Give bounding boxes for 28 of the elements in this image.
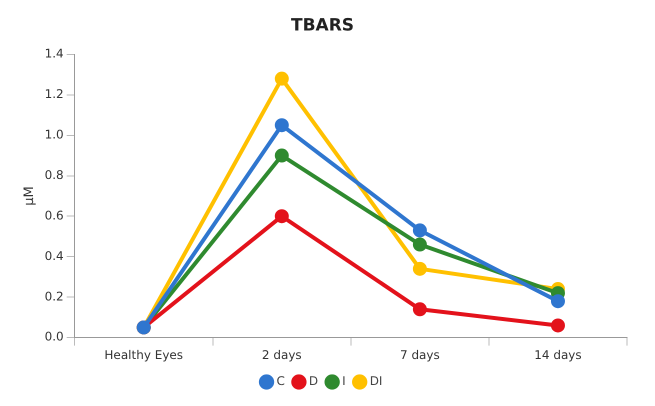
point — [274, 148, 289, 163]
x-tick-label: 2 days — [262, 348, 302, 362]
point — [412, 223, 427, 238]
x-tick-label: 14 days — [534, 348, 582, 362]
point — [550, 294, 565, 308]
y-tick-label: 0.6 — [44, 208, 64, 222]
y-tick-label: 1.4 — [44, 46, 64, 61]
legend-label: D — [308, 374, 318, 388]
chart-title: TBARS — [290, 16, 354, 36]
point — [412, 238, 427, 252]
point — [274, 118, 289, 132]
point — [274, 72, 289, 86]
point — [412, 262, 427, 276]
y-axis-title: μM — [22, 186, 38, 206]
y-tick-label: 1.0 — [44, 127, 64, 142]
point — [412, 302, 427, 316]
legend-label: C — [276, 374, 285, 388]
y-tick-label: 1.2 — [44, 86, 64, 101]
x-tick-label: Healthy Eyes — [104, 348, 184, 362]
y-tick-label: 0.4 — [44, 248, 64, 263]
y-tick-label: 0.0 — [44, 330, 64, 344]
x-tick-label: 7 days — [400, 348, 440, 362]
legend-label: DI — [370, 374, 382, 388]
y-tick-label: 0.2 — [44, 289, 64, 304]
legend-label: I — [342, 374, 346, 388]
y-tick-label: 0.8 — [44, 168, 64, 182]
point — [550, 318, 565, 332]
point — [274, 209, 289, 224]
